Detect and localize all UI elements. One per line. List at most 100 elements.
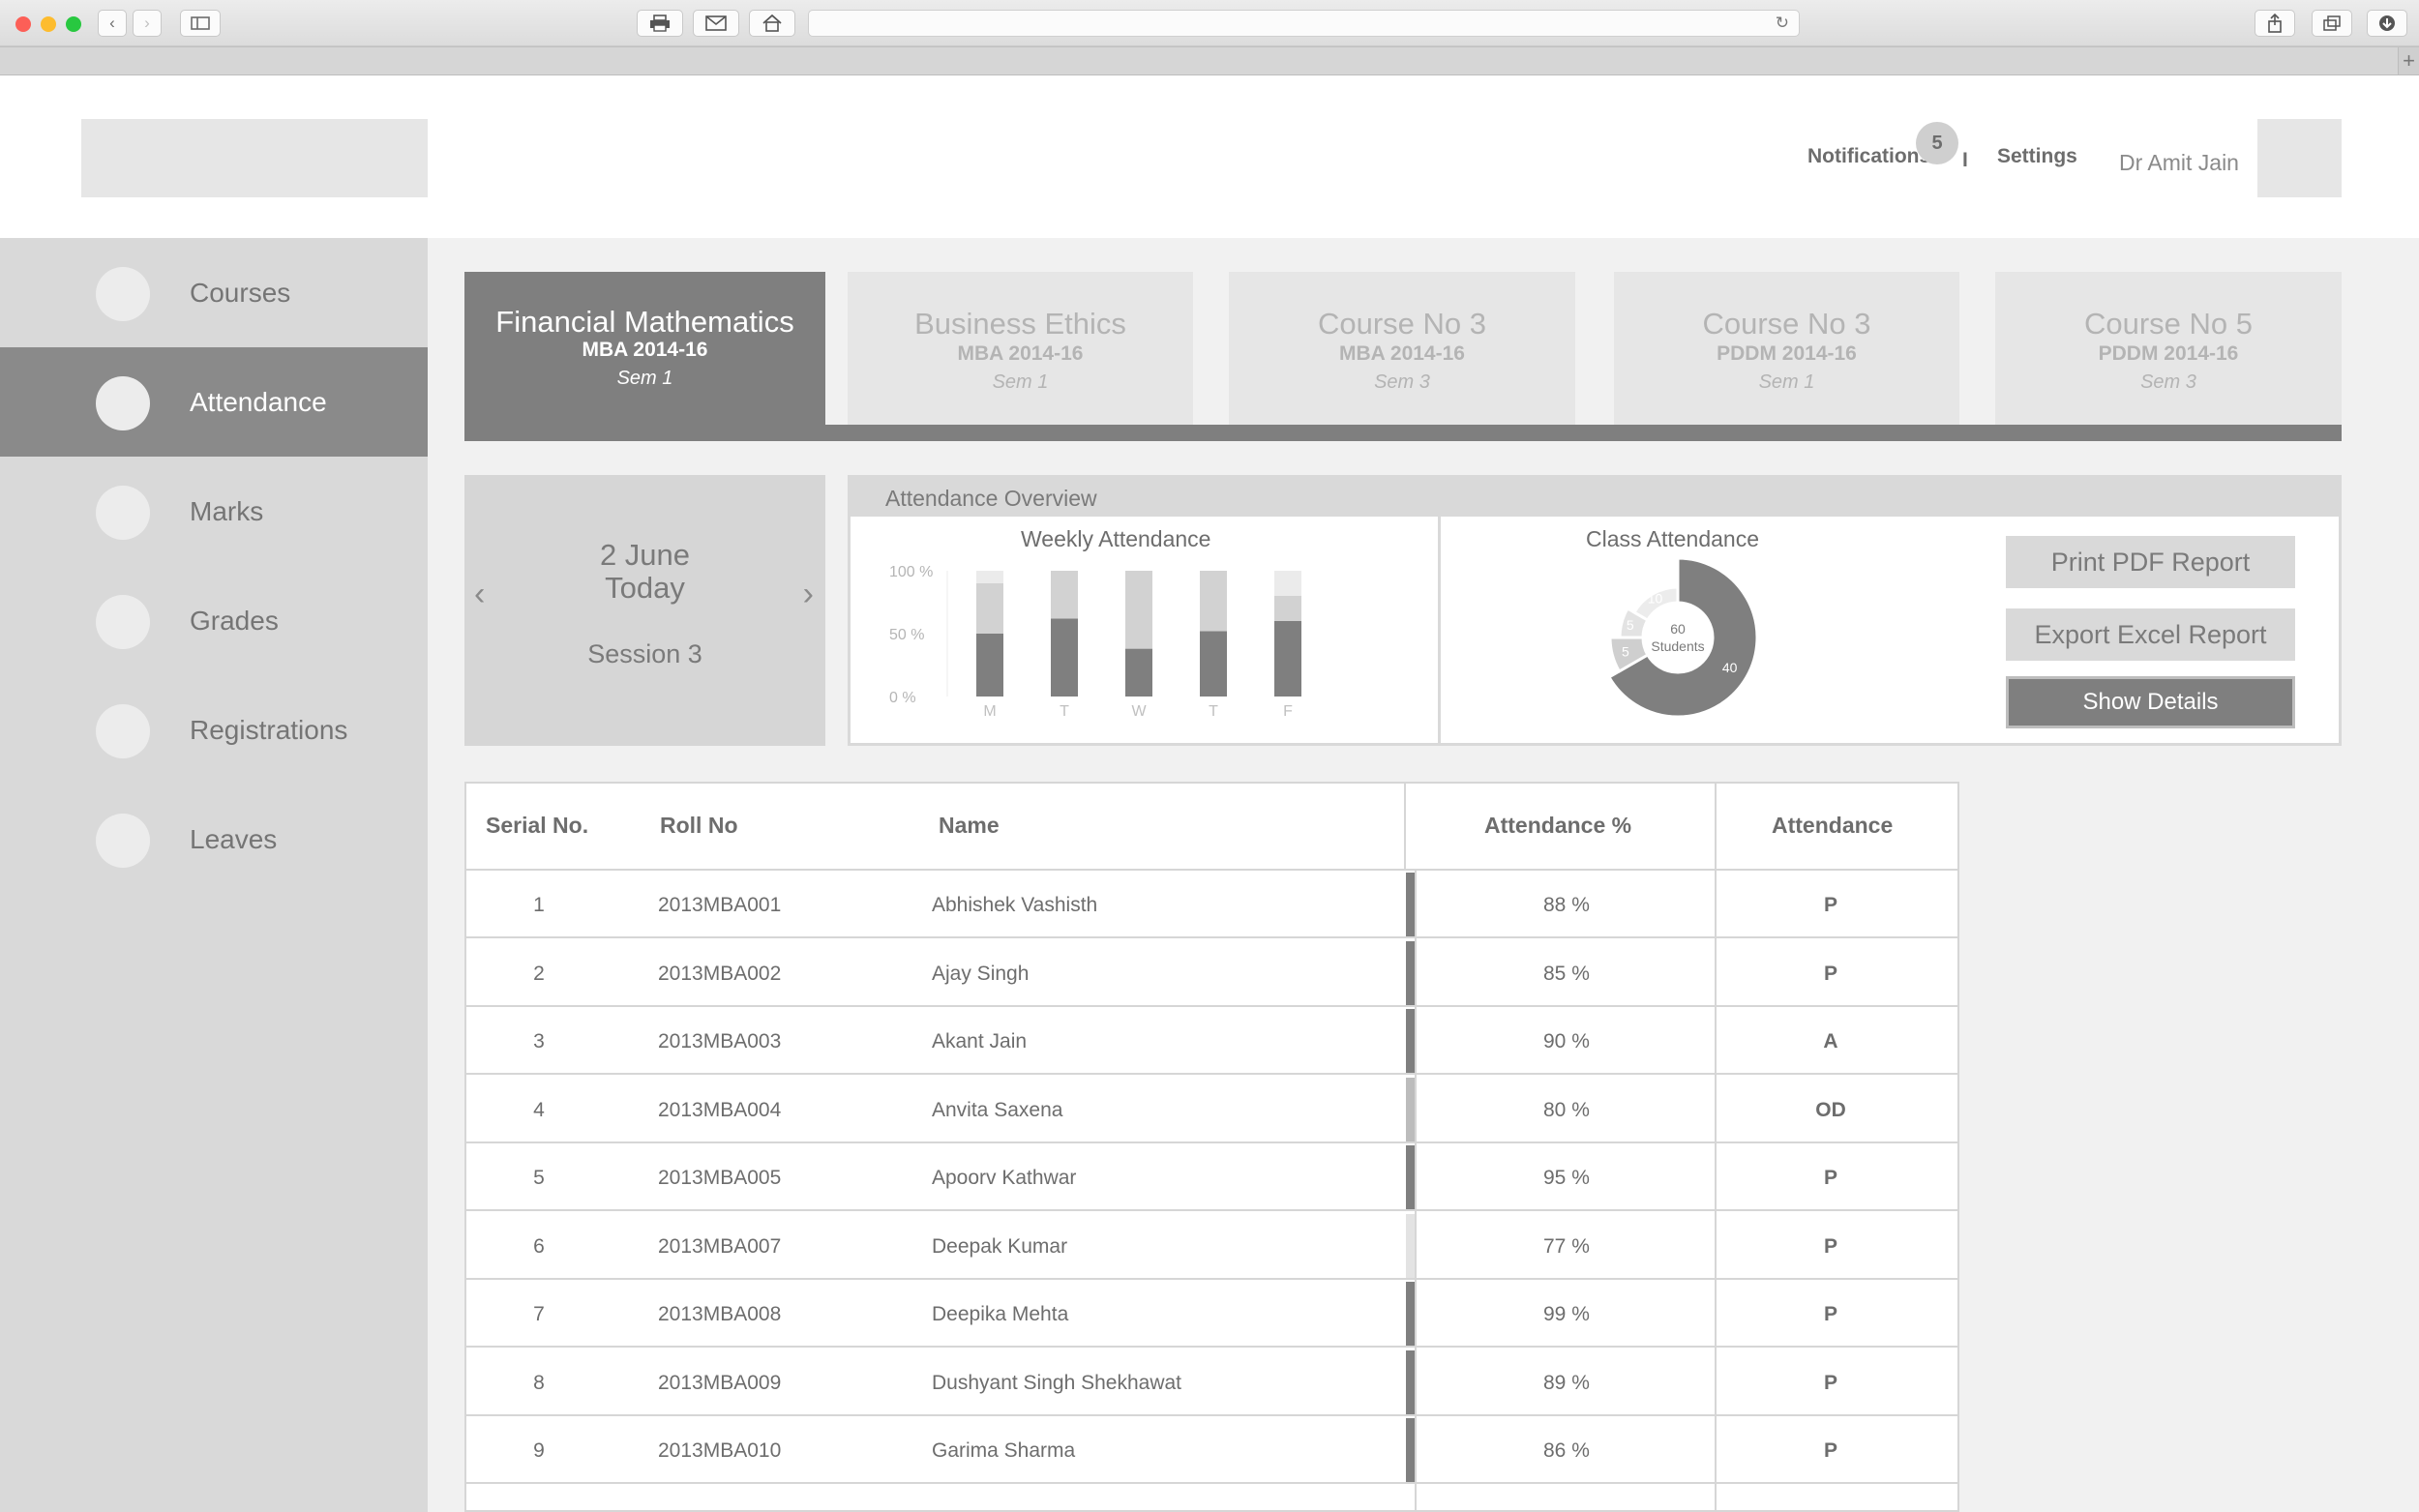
course-tab-financial-mathematics[interactable]: Financial Mathematics MBA 2014-16 Sem 1 [464, 272, 825, 441]
settings-link[interactable]: Settings [1997, 145, 2077, 167]
overview-title: Attendance Overview [885, 486, 1097, 511]
sidebar-toggle-icon[interactable] [180, 10, 221, 37]
x-tick-label: M [983, 703, 996, 720]
cell-attendance: P [1823, 1234, 1837, 1258]
print-pdf-button[interactable]: Print PDF Report [2006, 536, 2295, 588]
new-tab-button[interactable]: + [2398, 47, 2419, 74]
sidebar-item-leaves[interactable]: Leaves [0, 785, 428, 894]
row-divider [466, 1277, 1957, 1280]
avatar[interactable] [2257, 119, 2342, 197]
tabs-overview-icon[interactable] [2312, 10, 2352, 37]
cell-name: Abhishek Vashisth [932, 894, 1098, 916]
cell-serial: 8 [533, 1371, 545, 1394]
cell-name: Apoorv Kathwar [932, 1167, 1077, 1189]
course-tab-course-3-pddm[interactable]: Course No 3 PDDM 2014-16 Sem 1 [1614, 272, 1959, 425]
table-row[interactable]: 4 2013MBA004 Anvita Saxena 80 % OD [466, 1076, 1957, 1143]
notifications-link[interactable]: Notifications [1807, 145, 1931, 167]
x-tick-label: T [1209, 703, 1218, 720]
downloads-icon[interactable] [2367, 10, 2407, 37]
column-divider [1715, 784, 1717, 1510]
cell-roll: 2013MBA005 [658, 1167, 782, 1189]
bar-segment [976, 583, 1003, 634]
user-name[interactable]: Dr Amit Jain [2119, 150, 2239, 175]
forward-icon[interactable]: › [133, 10, 162, 37]
row-divider [466, 1073, 1957, 1075]
table-row[interactable]: 3 2013MBA003 Akant Jain 90 % A [466, 1007, 1957, 1075]
column-header-attendance[interactable]: Attendance [1772, 813, 1894, 838]
sidebar-item-courses[interactable]: Courses [0, 238, 428, 347]
cell-attendance: A [1823, 1030, 1838, 1052]
minimize-window-button[interactable] [41, 16, 56, 32]
sidebar-item-registrations[interactable]: Registrations [0, 675, 428, 785]
slice-label: 5 [1627, 617, 1634, 633]
cell-serial: 2 [533, 962, 545, 985]
table-row[interactable]: 7 2013MBA008 Deepika Mehta 99 % P [466, 1280, 1957, 1348]
course-sem: Sem 3 [1374, 371, 1430, 393]
column-header-roll[interactable]: Roll No [660, 813, 738, 838]
course-tab-course-5[interactable]: Course No 5 PDDM 2014-16 Sem 3 [1995, 272, 2342, 425]
cell-roll: 2013MBA001 [658, 894, 782, 916]
cell-name: Ajay Singh [932, 962, 1030, 985]
y-tick-label: 100 % [889, 564, 933, 580]
show-details-button[interactable]: Show Details [2006, 676, 2295, 728]
course-tab-business-ethics[interactable]: Business Ethics MBA 2014-16 Sem 1 [848, 272, 1193, 425]
sidebar-item-grades[interactable]: Grades [0, 566, 428, 675]
home-icon[interactable] [749, 10, 795, 37]
sidebar-item-label: Marks [190, 495, 264, 526]
column-header-serial[interactable]: Serial No. [486, 813, 589, 838]
registrations-icon [96, 704, 150, 758]
row-divider [466, 1004, 1957, 1007]
courses-icon [96, 267, 150, 321]
course-sem: Sem 1 [992, 371, 1049, 393]
bar-segment [1125, 571, 1152, 649]
cell-serial: 4 [533, 1098, 545, 1121]
table-row[interactable]: 9 2013MBA010 Garima Sharma 86 % P [466, 1416, 1957, 1484]
leaves-icon [96, 814, 150, 868]
table-row[interactable]: 6 2013MBA007 Deepak Kumar 77 % P [466, 1212, 1957, 1280]
attendance-level-bar [1406, 1282, 1415, 1346]
export-excel-button[interactable]: Export Excel Report [2006, 608, 2295, 661]
chevron-right-icon[interactable]: › [802, 576, 814, 612]
course-title: Business Ethics [914, 307, 1126, 341]
chevron-left-icon[interactable]: ‹ [474, 576, 486, 612]
address-bar[interactable]: ↻ [808, 10, 1800, 37]
course-sem: Sem 1 [616, 368, 673, 389]
course-tab-course-3-mba[interactable]: Course No 3 MBA 2014-16 Sem 3 [1229, 272, 1575, 425]
donut-center-value: 60 [1670, 621, 1686, 637]
mail-icon[interactable] [693, 10, 739, 37]
row-divider [466, 1141, 1957, 1143]
cell-attendance-pct: 88 % [1543, 894, 1590, 916]
row-divider [466, 936, 1957, 938]
sidebar-item-marks[interactable]: Marks [0, 457, 428, 566]
slice-label: 10 [1648, 590, 1663, 606]
x-tick-label: W [1131, 703, 1147, 720]
back-icon[interactable]: ‹ [98, 10, 127, 37]
cell-roll: 2013MBA009 [658, 1371, 782, 1394]
column-header-name[interactable]: Name [939, 813, 1000, 838]
header-separator: I [1962, 149, 1968, 171]
sidebar-item-attendance[interactable]: Attendance [0, 347, 428, 457]
reload-icon[interactable]: ↻ [1775, 14, 1789, 32]
close-window-button[interactable] [15, 16, 31, 32]
cell-attendance-pct: 77 % [1543, 1234, 1590, 1258]
table-row[interactable]: 5 2013MBA005 Apoorv Kathwar 95 % P [466, 1143, 1957, 1211]
overview-header: Attendance Overview [851, 478, 2339, 517]
print-icon[interactable] [637, 10, 683, 37]
attendance-level-bar [1406, 1077, 1415, 1141]
course-sem: Sem 3 [2140, 371, 2196, 393]
attendance-level-bar [1406, 873, 1415, 936]
cell-serial: 7 [533, 1303, 545, 1325]
column-header-attendance-pct[interactable]: Attendance % [1484, 813, 1632, 838]
bar-segment [976, 634, 1003, 697]
zoom-window-button[interactable] [66, 16, 81, 32]
cell-attendance-pct: 95 % [1543, 1167, 1590, 1189]
row-divider [466, 1413, 1957, 1416]
cell-roll: 2013MBA003 [658, 1030, 782, 1052]
course-title: Course No 3 [1702, 307, 1871, 341]
table-row[interactable]: 8 2013MBA009 Dushyant Singh Shekhawat 89 % P [466, 1349, 1957, 1416]
table-row[interactable]: 1 2013MBA001 Abhishek Vashisth 88 % P [466, 871, 1957, 938]
table-row[interactable]: 2 2013MBA002 Ajay Singh 85 % P [466, 939, 1957, 1007]
cell-serial: 6 [533, 1234, 545, 1258]
share-icon[interactable] [2255, 10, 2295, 37]
